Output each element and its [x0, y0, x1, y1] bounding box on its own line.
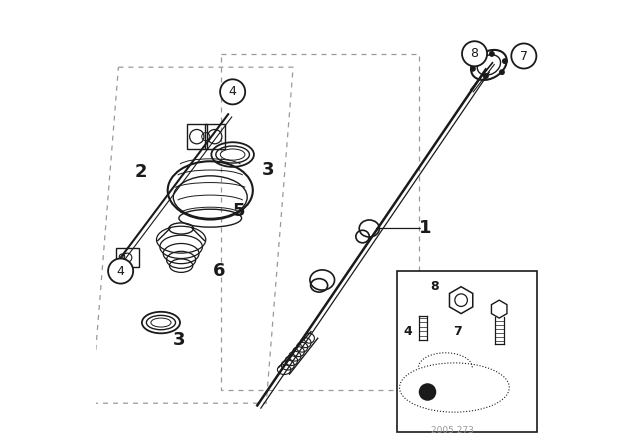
- Bar: [205, 124, 225, 149]
- Circle shape: [220, 79, 245, 104]
- Circle shape: [419, 384, 436, 400]
- Text: 7: 7: [454, 325, 462, 338]
- Circle shape: [470, 67, 475, 71]
- Text: 3: 3: [173, 332, 185, 349]
- Circle shape: [474, 56, 478, 60]
- Text: 4: 4: [228, 85, 237, 99]
- Text: 5: 5: [233, 202, 246, 220]
- Text: 1: 1: [419, 220, 431, 237]
- Circle shape: [108, 258, 133, 284]
- Text: 4: 4: [116, 264, 125, 278]
- Text: 7: 7: [520, 49, 528, 63]
- Circle shape: [511, 43, 536, 69]
- Circle shape: [484, 74, 488, 78]
- Circle shape: [490, 52, 494, 56]
- Text: 2: 2: [134, 164, 147, 181]
- Text: 3: 3: [262, 161, 275, 179]
- Text: 6: 6: [213, 262, 225, 280]
- Circle shape: [502, 59, 507, 63]
- Bar: [397, 271, 538, 432]
- Text: 8: 8: [470, 47, 479, 60]
- Circle shape: [462, 41, 487, 66]
- Bar: [187, 124, 207, 149]
- Text: 2005 273: 2005 273: [431, 426, 474, 435]
- Text: 4: 4: [403, 325, 412, 338]
- Bar: [116, 248, 138, 267]
- Circle shape: [500, 70, 504, 74]
- Text: 8: 8: [430, 280, 438, 293]
